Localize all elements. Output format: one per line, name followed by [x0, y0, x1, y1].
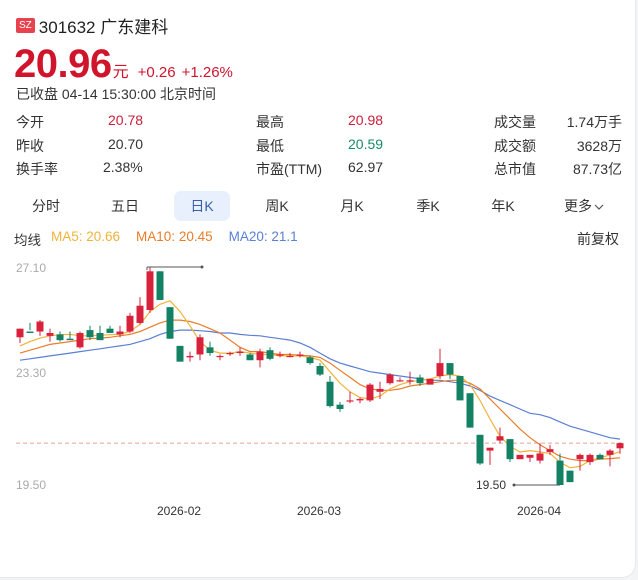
ma20-value: MA20: 21.1: [228, 229, 298, 244]
chevron-down-icon: [594, 204, 604, 210]
stat-label-open: 今开: [16, 114, 44, 130]
stock-title-row: SZ 301632 广东建科: [16, 13, 168, 38]
candles: [16, 267, 624, 485]
tab-yearly-k[interactable]: 年K: [491, 198, 515, 214]
stat-label-turnover: 换手率: [16, 161, 58, 177]
ma-legend-label: 均线: [14, 233, 41, 248]
tab-more-label: 更多: [564, 198, 592, 214]
stat-label-high: 最高: [256, 114, 284, 130]
stock-title[interactable]: 301632 广东建科: [38, 18, 169, 37]
stat-value-turnover: 2.38%: [103, 159, 143, 175]
x-tick-mar: 2026-03: [297, 504, 341, 518]
price-unit: 元: [112, 64, 129, 81]
tab-five-day[interactable]: 五日: [111, 198, 139, 214]
ma10-value: MA10: 20.45: [136, 229, 213, 244]
price-change: +0.26: [137, 64, 176, 81]
y-tick-bottom: 19.50: [16, 478, 46, 492]
ma5-value: MA5: 20.66: [51, 229, 121, 244]
stat-value-prev-close: 20.70: [108, 136, 144, 152]
tab-intraday[interactable]: 分时: [32, 198, 60, 214]
min-price-label: 19.50: [476, 478, 506, 492]
tab-monthly-k[interactable]: 月K: [340, 198, 364, 214]
stat-value-low: 20.59: [348, 136, 384, 152]
x-tick-apr: 2026-04: [517, 504, 561, 518]
y-tick-mid: 23.30: [16, 366, 46, 380]
stat-label-low: 最低: [256, 138, 284, 154]
stat-value-amount: 3628万: [576, 138, 622, 154]
ma-legend: 均线 MA5: 20.66 MA10: 20.45 MA20: 21.1: [14, 229, 298, 249]
stat-value-high: 20.98: [348, 112, 384, 128]
stat-value-market-cap: 87.73亿: [572, 161, 622, 177]
tab-more[interactable]: 更多: [553, 191, 615, 221]
current-price: 20.96: [14, 42, 112, 86]
adjust-mode-button[interactable]: 前复权: [577, 231, 619, 247]
stat-label-volume: 成交量: [494, 114, 536, 130]
x-tick-feb: 2026-02: [157, 504, 201, 518]
period-tabs: 分时 五日 日K 周K 月K 季K 年K 更多: [12, 191, 626, 221]
stat-value-pe: 62.97: [348, 159, 384, 175]
tab-daily-k[interactable]: 日K: [174, 191, 230, 221]
candlestick-chart[interactable]: 27.10 23.30 19.50 19.50 2026-02 2026-03 …: [0, 250, 636, 530]
tab-quarterly-k[interactable]: 季K: [416, 198, 440, 214]
market-status: 已收盘 04-14 15:30:00 北京时间: [16, 86, 216, 102]
tab-weekly-k[interactable]: 周K: [265, 198, 289, 214]
stat-label-prev-close: 昨收: [16, 138, 44, 154]
extreme-markers: 19.50: [146, 265, 560, 492]
market-badge: SZ: [16, 18, 35, 33]
price-change-percent: +1.26%: [181, 64, 233, 81]
stat-label-market-cap: 总市值: [494, 161, 536, 177]
stat-value-volume: 1.74万手: [566, 114, 622, 130]
y-tick-top: 27.10: [16, 261, 46, 275]
stat-label-pe: 市盈(TTM): [256, 161, 323, 177]
stat-label-amount: 成交额: [494, 138, 536, 154]
price-row: 20.96 元 +0.26 +1.26%: [14, 42, 233, 87]
stat-value-open: 20.78: [108, 112, 144, 128]
